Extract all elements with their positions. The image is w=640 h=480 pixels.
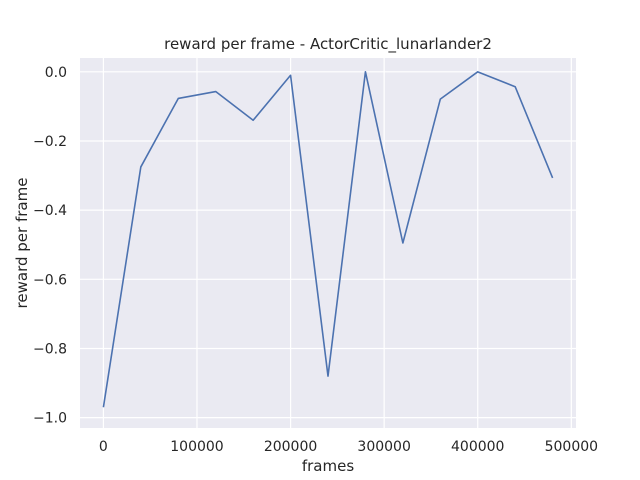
plot-background [80,58,576,428]
y-tick-label: −0.4 [33,203,67,219]
x-tick-label: 400000 [451,439,504,455]
y-axis-ticks: −1.0 −0.8 −0.6 −0.4 −0.2 0.0 [33,65,67,427]
y-tick-label: −0.6 [33,272,67,288]
y-axis-title: reward per frame [13,178,31,309]
x-tick-label: 500000 [545,439,598,455]
x-axis-ticks: 0 100000 200000 300000 400000 500000 [99,439,598,455]
grid-lines [80,58,576,428]
x-axis-title: frames [302,457,354,475]
y-tick-label: −0.8 [33,341,67,357]
chart-title: reward per frame - ActorCritic_lunarland… [164,35,492,54]
y-tick-label: −1.0 [33,411,67,427]
x-tick-label: 0 [99,439,108,455]
x-tick-label: 200000 [264,439,317,455]
y-tick-label: 0.0 [45,65,67,81]
x-tick-label: 100000 [170,439,223,455]
x-tick-label: 300000 [357,439,410,455]
y-tick-label: −0.2 [33,134,67,150]
series-layer [102,71,554,408]
